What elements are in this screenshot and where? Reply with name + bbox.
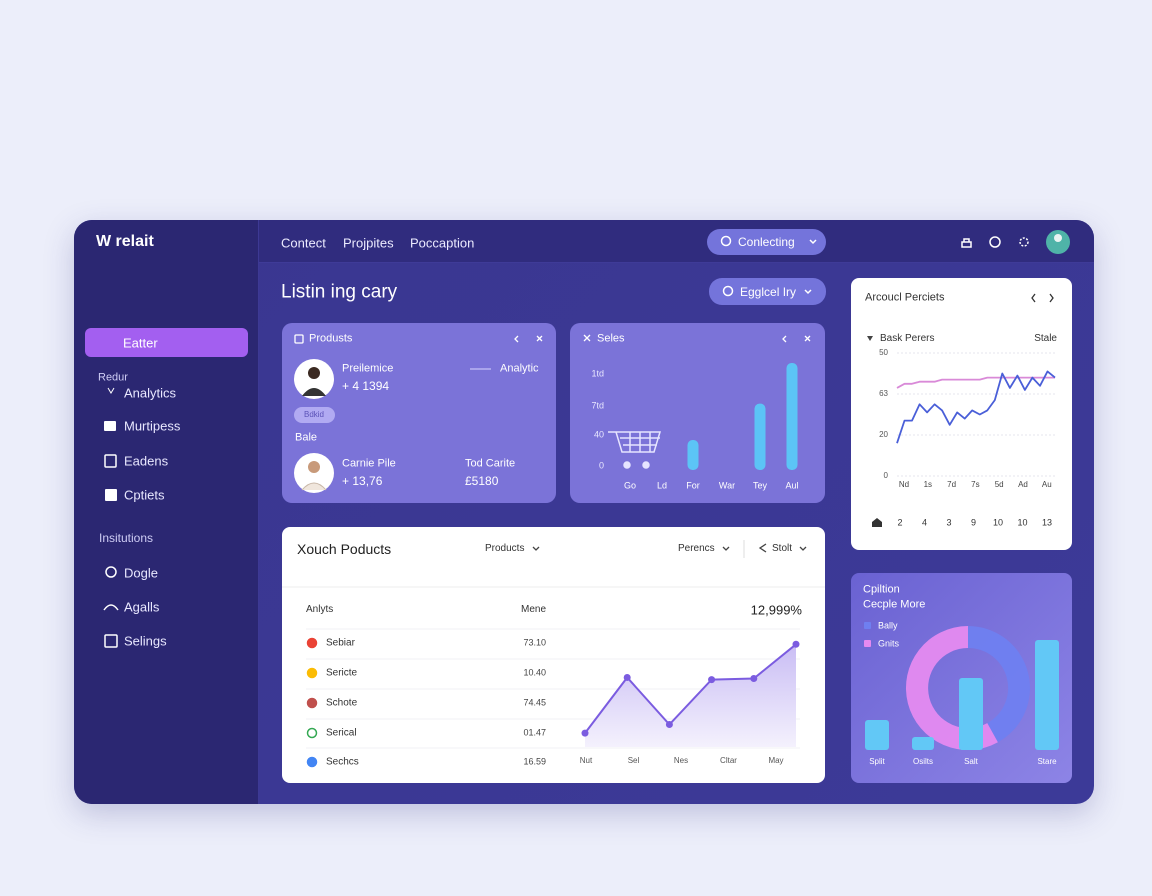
filter[interactable]: Products (485, 543, 525, 554)
card-title: Xouch Poducts (297, 541, 392, 557)
table-card (282, 527, 825, 783)
card-controls (294, 334, 811, 344)
sidebar-active[interactable]: Eatter (123, 335, 158, 351)
card-title: Seles (597, 332, 625, 345)
sidebar-section: Insitutions (99, 531, 154, 545)
cart (608, 431, 662, 453)
trend-card (851, 278, 1072, 550)
filter-pill-label: Egglcel Iry (740, 285, 797, 299)
sales-card (570, 323, 825, 503)
nav-item[interactable]: Poccaption (410, 235, 475, 251)
page-title: Listin ing cary (281, 281, 398, 303)
nav-item[interactable]: Projpites (343, 235, 394, 251)
legend-label: Bask Perers (880, 333, 935, 344)
note-value: £5180 (465, 474, 499, 488)
avatar-head (308, 461, 320, 473)
icon (104, 634, 118, 648)
sidebar (74, 220, 259, 804)
sidebar-item[interactable]: Cptiets (124, 487, 165, 503)
brand: W relait (96, 233, 154, 250)
legend-icon (867, 336, 873, 341)
note-title: Tod Carite (465, 457, 516, 470)
sidebar-section: Redur (98, 371, 128, 384)
legend-label: Stale (1034, 333, 1057, 344)
label: Bale (295, 431, 318, 444)
home-icon (872, 518, 882, 527)
icon (103, 604, 119, 611)
cart-icon (608, 431, 662, 469)
cart-wheel (623, 461, 631, 469)
filter[interactable]: Perencs (678, 543, 715, 554)
search-icon (720, 235, 732, 247)
avatar-head (1054, 234, 1062, 242)
avatar-body (301, 482, 327, 491)
lock-icon[interactable] (961, 238, 972, 248)
sidebar-item[interactable]: Murtipess (124, 418, 181, 434)
avatar-body (302, 388, 326, 396)
tag: Analytic (500, 362, 539, 375)
card-title: Cpiltion (863, 583, 900, 596)
icon (104, 454, 117, 468)
column-header: Mene (521, 604, 547, 615)
column-header: Anlyts (306, 604, 334, 615)
cart-wheel (642, 461, 650, 469)
top-pill-label: Conlecting (738, 235, 795, 249)
badge-label: Bdkid (303, 410, 325, 419)
person-value: + 13,76 (342, 474, 383, 488)
person-value: + 4 1394 (342, 379, 390, 393)
sidebar-item[interactable]: Eadens (124, 453, 169, 469)
card-title: Produsts (309, 332, 353, 345)
person-name: Preilemice (342, 362, 394, 375)
icon (107, 387, 115, 394)
settings-icon[interactable] (1019, 237, 1029, 247)
person-name: Carnie Pile (342, 457, 396, 470)
sidebar-item[interactable]: Dogle (124, 565, 158, 581)
chevron (804, 289, 812, 295)
icon (294, 334, 304, 344)
icon (583, 334, 591, 342)
arrows[interactable] (514, 335, 543, 343)
sidebar-item[interactable]: Selings (124, 633, 167, 649)
sidebar-icons (103, 387, 119, 648)
chevron (809, 239, 817, 245)
badge (294, 407, 335, 423)
icon (104, 421, 116, 431)
sidebar-item[interactable]: Analytics (124, 385, 177, 401)
filter[interactable]: Stolt (772, 543, 793, 554)
card-title: Arcoucl Perciets (865, 291, 945, 304)
products-card (282, 323, 556, 503)
refresh-icon[interactable] (989, 236, 1001, 248)
card-subtitle: Cecple More (863, 598, 926, 611)
search-icon (722, 285, 734, 297)
icon (105, 566, 117, 578)
icon (105, 489, 117, 501)
nav-item[interactable]: Contect (281, 235, 326, 251)
arrows[interactable] (1031, 293, 1054, 303)
top-pill[interactable] (707, 229, 826, 255)
active-item-bg[interactable] (85, 328, 248, 357)
sidebar-item[interactable]: Agalls (124, 599, 160, 615)
share-icon[interactable] (758, 543, 767, 553)
chevrons (532, 546, 807, 551)
total: 12,999% (750, 602, 802, 618)
avatar-hair (308, 367, 320, 379)
top-bar (259, 220, 1094, 263)
arrows[interactable] (782, 335, 811, 343)
